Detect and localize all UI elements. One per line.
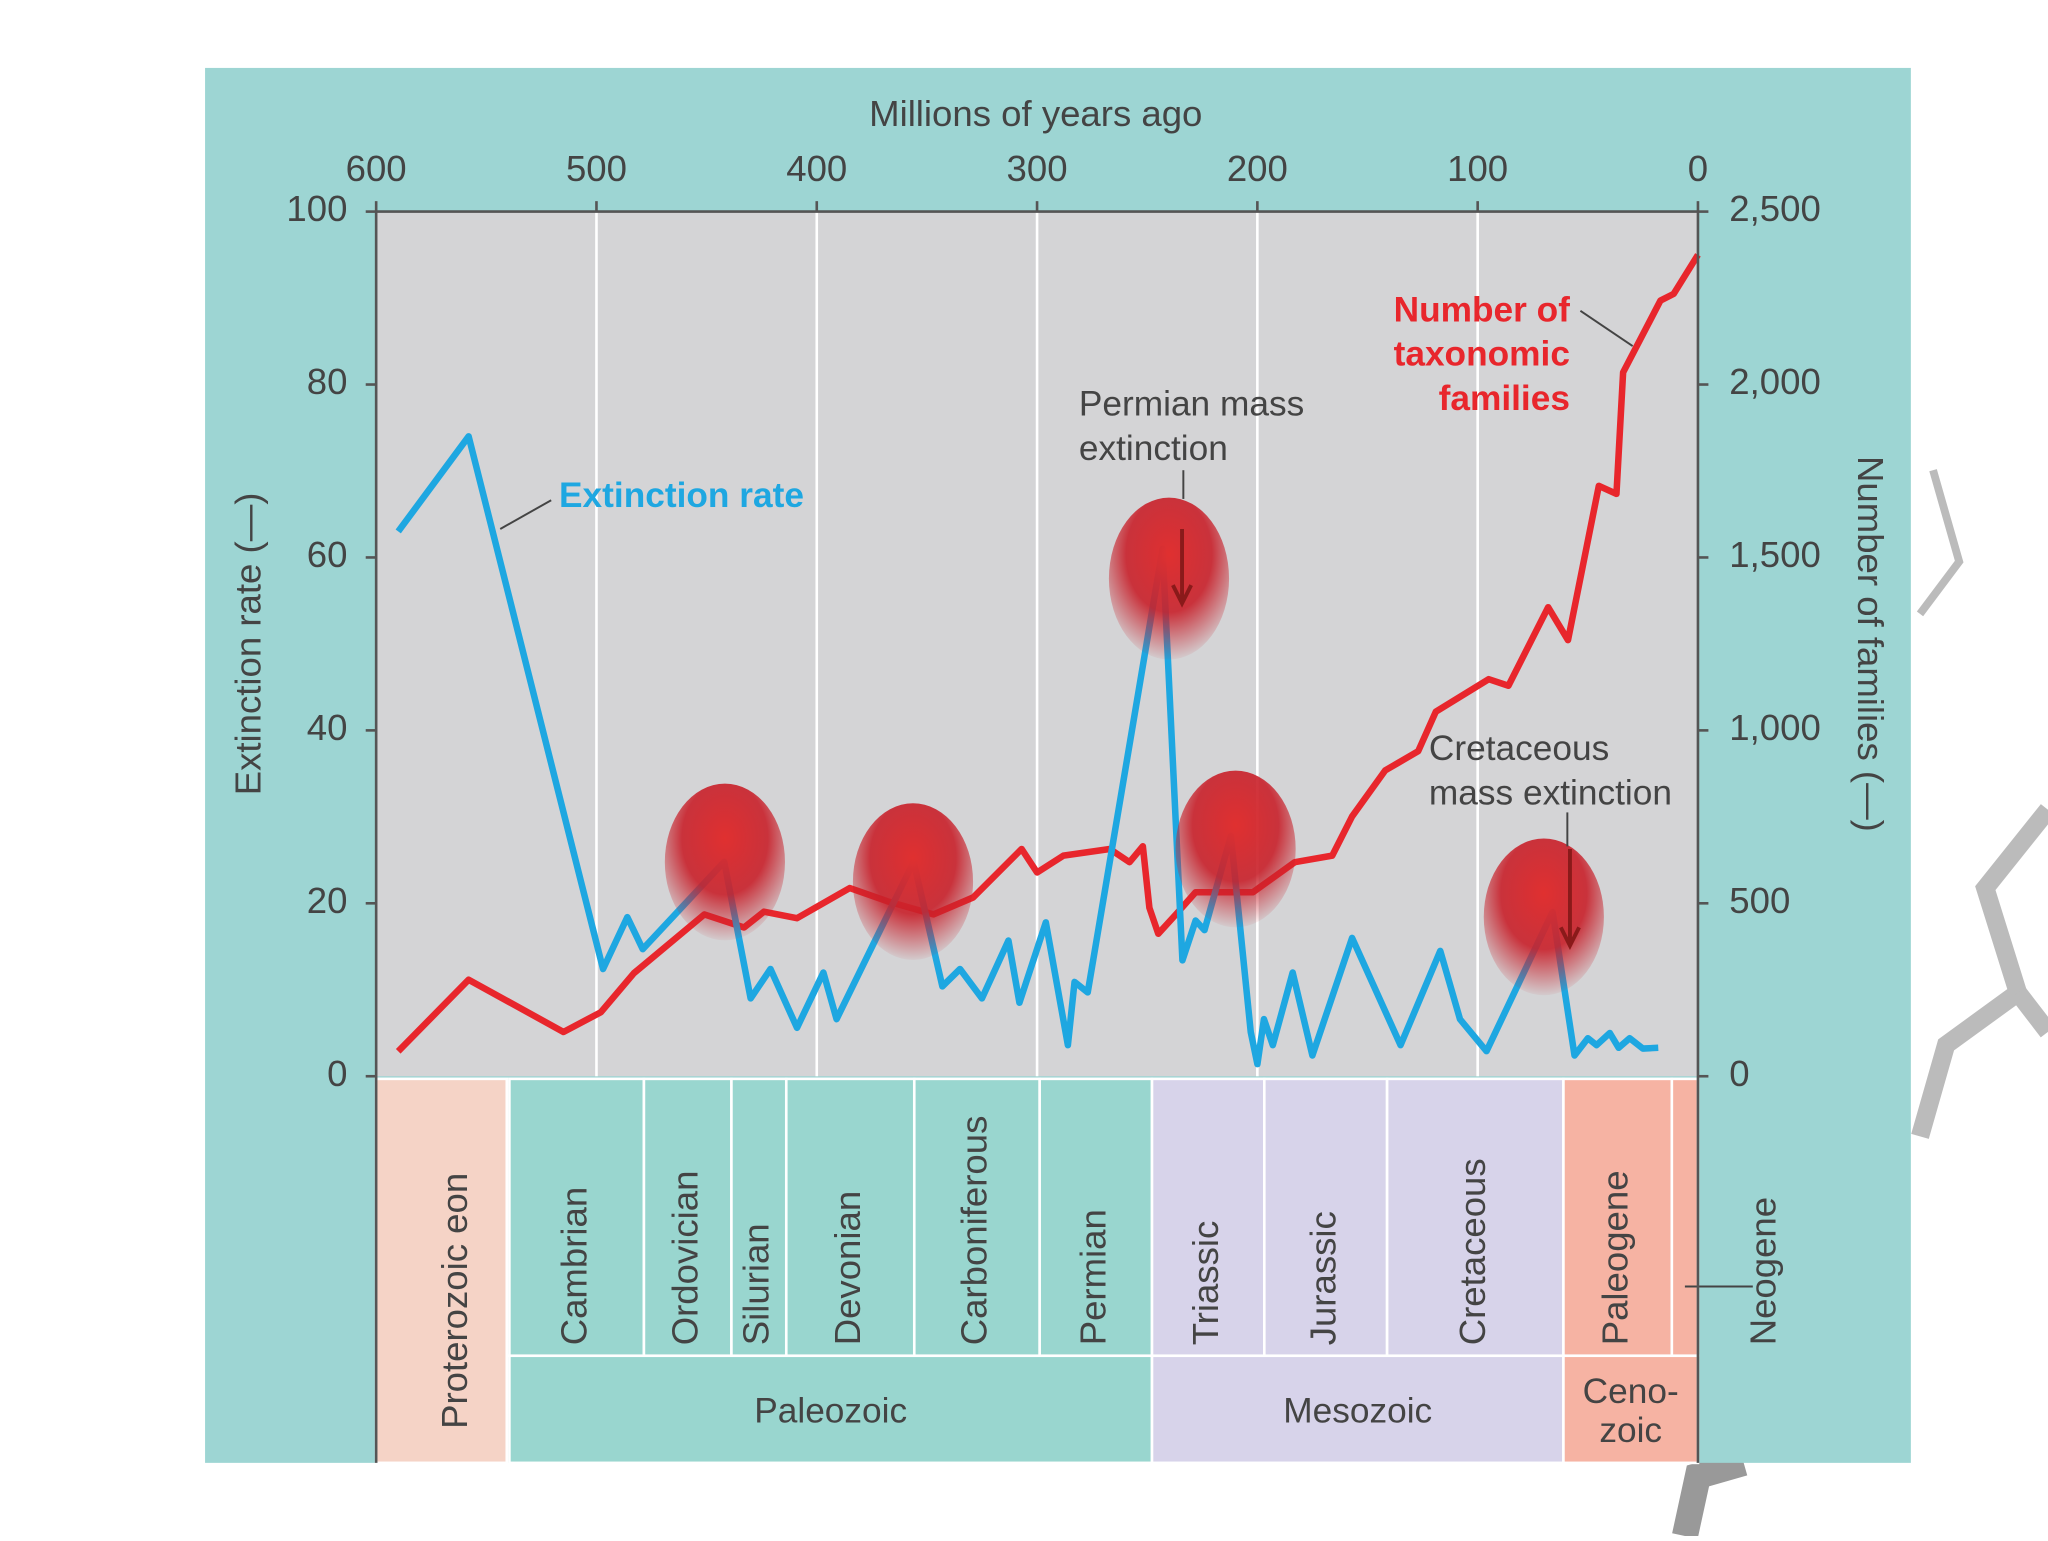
y2-tick-label: 1,500 [1729,534,1821,575]
axes: 600 500 400 300 200 100 0 0 20 40 60 80 100 0 500 1,000… [286,148,1821,1463]
period-label: Silurian [736,1223,777,1345]
period-box [1150,1077,1266,1358]
period-label: Jurassic [1302,1211,1343,1345]
annotation: Cretaceous mass extinction [1428,728,1672,813]
arrow [1171,528,1193,608]
era-label-box: Mesozoic [1283,1391,1433,1431]
highlight [1175,770,1296,928]
highlight [1108,497,1230,660]
era-label: Paleozoic [754,1391,908,1431]
highlights [664,497,1604,996]
x-tick-label: 300 [1007,148,1068,189]
y2-tick-label: 1,000 [1729,707,1821,748]
period-box [1385,1077,1565,1358]
period-label: Cambrian [553,1187,594,1346]
period-box [730,1077,788,1358]
arrow [1559,848,1581,951]
period-box [912,1077,1041,1358]
period-box [784,1077,916,1358]
era-label: Mesozoic [1283,1391,1433,1431]
period-label: Ordovician [664,1171,705,1346]
period-box [1670,1077,1700,1358]
highlight [852,803,974,960]
leader-line [1579,310,1634,347]
legend-label: Extinction rate [559,475,804,515]
highlight [664,783,785,941]
period-box [1263,1077,1389,1358]
period-label: Cretaceous [1452,1158,1493,1345]
y-tick-label: 60 [307,534,348,575]
era-box [1150,1354,1565,1465]
eon-box [374,1077,509,1465]
y2-tick-label: 0 [1729,1053,1749,1094]
x-tick-label: 500 [566,148,627,189]
period-label: Paleogene [1594,1170,1635,1345]
period-box [508,1077,646,1358]
legend-entry: Extinction rate [559,475,804,515]
x-tick-label: 400 [786,148,847,189]
period-label: Triassic [1185,1221,1226,1346]
y-tick-label: 20 [307,880,348,921]
leaders [499,310,1753,1288]
x-tick-label: 0 [1688,148,1708,189]
era-label-box: Ceno-zoic [1582,1371,1679,1450]
legend-entry: Number of taxonomic families [1393,289,1570,418]
highlight [1483,838,1604,996]
period-label: Neogene [1743,1197,1784,1345]
timescale: Proterozoic eon Cambrian Ordovician Siluria… [374,1077,1784,1465]
y-tick-label: 0 [327,1053,347,1094]
era-label-box: Paleozoic [754,1391,908,1431]
period-label: Devonian [827,1191,868,1345]
eon-label: Proterozoic eon [434,1173,475,1429]
decoration [1672,469,2048,1539]
legend-label: Number of taxonomic families [1393,289,1570,418]
period-label: Carboniferous [954,1116,995,1346]
y2-axis-title: Number of families (—) [1850,456,1891,832]
period-box [1562,1077,1674,1358]
x-tick-label: 600 [346,148,407,189]
era-label: Ceno-zoic [1582,1371,1679,1450]
x-tick-label: 100 [1447,148,1508,189]
x-axis-title: Millions of years ago [869,93,1202,134]
annotation-text: Cretaceous mass extinction [1428,728,1672,813]
y-tick-label: 80 [307,361,348,402]
period-label: Permian [1072,1209,1113,1345]
y-axis-title: Extinction rate (—) [227,493,268,796]
x-tick-label: 200 [1227,148,1288,189]
y-tick-label: 100 [286,188,347,229]
annotation-text: Permian mass extinction [1078,384,1305,468]
era-box [508,1354,1154,1465]
y2-tick-label: 2,000 [1729,361,1821,402]
y2-tick-label: 500 [1729,880,1790,921]
y2-tick-label: 2,500 [1729,188,1821,229]
y-tick-label: 40 [307,707,348,748]
leader-line [499,499,552,530]
era-box [1562,1354,1700,1465]
period-box [1038,1077,1154,1358]
annotation: Permian mass extinction [1078,384,1305,468]
